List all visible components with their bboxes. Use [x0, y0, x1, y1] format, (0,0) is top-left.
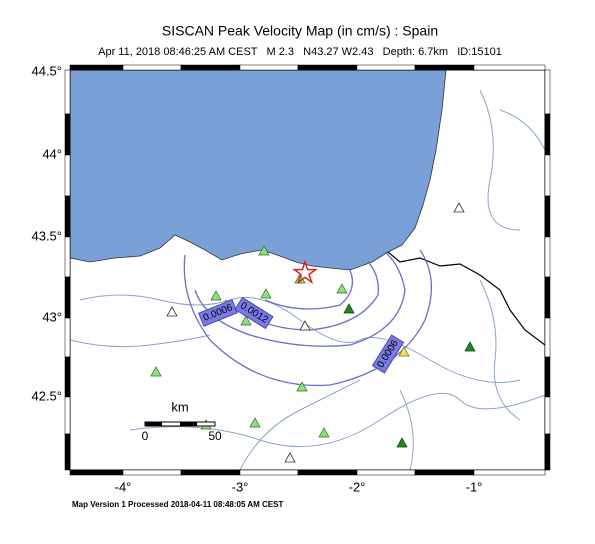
border: [387, 251, 546, 346]
frame-segment: [544, 356, 551, 398]
latitude-label: 43.5°: [31, 228, 62, 243]
map-subtitle: Apr 11, 2018 08:46:25 AM CEST M 2.3 N43.…: [98, 46, 502, 58]
frame-segment: [122, 469, 182, 476]
scale-end: 50: [208, 429, 222, 443]
frame-segment: [64, 195, 71, 238]
longitude-labels: -4° -3° -2° -1°: [115, 479, 483, 494]
latitude-label: 44.5°: [31, 63, 62, 78]
frame-segment: [544, 195, 551, 238]
frame-segment: [239, 469, 299, 476]
frame-segment: [544, 154, 551, 197]
longitude-label: -3°: [232, 479, 249, 494]
frame-segment: [64, 433, 71, 471]
frame-segment: [544, 236, 551, 278]
frame-segment: [544, 276, 551, 319]
frame-segment: [544, 69, 551, 115]
frame-segment: [239, 64, 299, 71]
frame-segment: [64, 396, 71, 435]
frame-segment: [356, 64, 416, 71]
frame-segment: [180, 64, 241, 71]
rivers: [69, 89, 546, 471]
latitude-label: 44°: [42, 146, 62, 161]
scale-unit: km: [171, 399, 188, 414]
scale-start: 0: [142, 429, 149, 443]
frame-segment: [297, 64, 358, 71]
frame-segment: [544, 396, 551, 435]
longitude-label: -2°: [349, 479, 366, 494]
frame-segment: [64, 236, 71, 278]
frame-segment: [64, 113, 71, 156]
frame-segment: [69, 64, 124, 71]
longitude-label: -4°: [115, 479, 132, 494]
frame-segment: [122, 64, 182, 71]
frame-segment: [297, 469, 358, 476]
frame-segment: [64, 69, 71, 115]
frame-segment: [544, 317, 551, 358]
frame-segment: [414, 64, 475, 71]
frame-segment: [64, 276, 71, 319]
scale-bar: km 0 50: [142, 399, 222, 443]
longitude-label: -1°: [466, 479, 483, 494]
sea: [69, 69, 447, 271]
epicenter: [292, 259, 318, 285]
frame-segment: [180, 469, 241, 476]
latitude-label: 43°: [42, 309, 62, 324]
frame-segment: [473, 64, 546, 71]
frame-segment: [69, 469, 124, 476]
frame-segment: [356, 469, 416, 476]
frame-segment: [544, 433, 551, 471]
frame-segment: [414, 469, 475, 476]
frame-segment: [544, 113, 551, 156]
footer: Map Version 1 Processed 2018-04-11 08:48…: [72, 500, 283, 509]
map-title: SISCAN Peak Velocity Map (in cm/s) : Spa…: [162, 23, 438, 39]
frame-segment: [64, 356, 71, 398]
contours: [183, 249, 433, 387]
frame-segment: [64, 154, 71, 197]
frame-segment: [64, 317, 71, 358]
map-area: 0.0006 0.0012 0.0006: [64, 64, 551, 476]
latitude-labels: 44.5° 44° 43.5° 43° 42.5°: [31, 63, 62, 403]
frame-segment: [473, 469, 546, 476]
frame-ticks: [64, 64, 551, 476]
latitude-label: 42.5°: [31, 388, 62, 403]
